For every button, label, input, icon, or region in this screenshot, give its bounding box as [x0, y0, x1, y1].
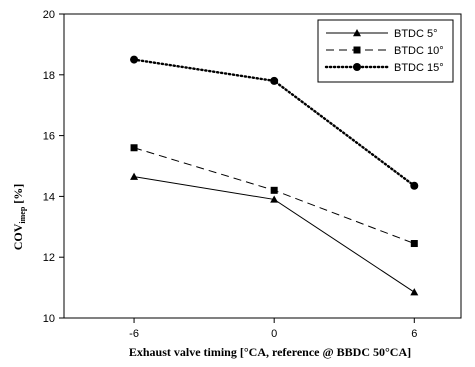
series-group [130, 55, 419, 190]
legend-marker [353, 63, 361, 71]
x-tick-label: -6 [129, 328, 139, 340]
data-point [130, 172, 139, 180]
data-point [410, 240, 418, 248]
series-line [133, 176, 415, 293]
data-point [270, 195, 279, 203]
y-tick-label: 10 [43, 313, 55, 325]
legend-box [317, 19, 454, 83]
series-layer [130, 55, 419, 296]
legend-entry-label: BTDC 5° [394, 28, 438, 40]
series-group [130, 172, 419, 296]
y-tick-label: 20 [43, 9, 55, 21]
y-tick-label: 12 [43, 252, 55, 264]
x-tick-label: 0 [271, 328, 277, 340]
legend-entry-label: BTDC 15° [394, 62, 444, 74]
y-axis-title-main: COV [11, 223, 25, 250]
data-point [130, 144, 138, 152]
y-tick-label: 14 [43, 191, 55, 203]
series-group [130, 144, 418, 248]
plot-frame [63, 13, 462, 319]
legend-marker [353, 29, 361, 37]
legend-marker [353, 46, 361, 54]
legend-entry-label: BTDC 10° [394, 45, 444, 57]
data-point [270, 186, 278, 194]
y-axis-title-unit: [%] [11, 184, 25, 207]
data-point [130, 55, 139, 64]
x-axis-title: Exhaust valve timing [°CA, reference @ B… [129, 345, 411, 359]
data-point [270, 76, 279, 85]
y-axis-title: COVimep [%] [11, 184, 27, 251]
x-tick-label: 6 [411, 328, 417, 340]
axis-ticks: 10 12 14 16 18 20 -6 0 6 [43, 9, 418, 340]
data-point [410, 181, 419, 190]
y-axis-title-subscript: imep [18, 206, 27, 223]
plot-area-border [63, 13, 462, 319]
legend: BTDC 5° BTDC 10° BTDC 15° [317, 19, 454, 83]
y-tick-label: 16 [43, 131, 55, 143]
y-tick-label: 18 [43, 70, 55, 82]
data-point [410, 288, 419, 296]
